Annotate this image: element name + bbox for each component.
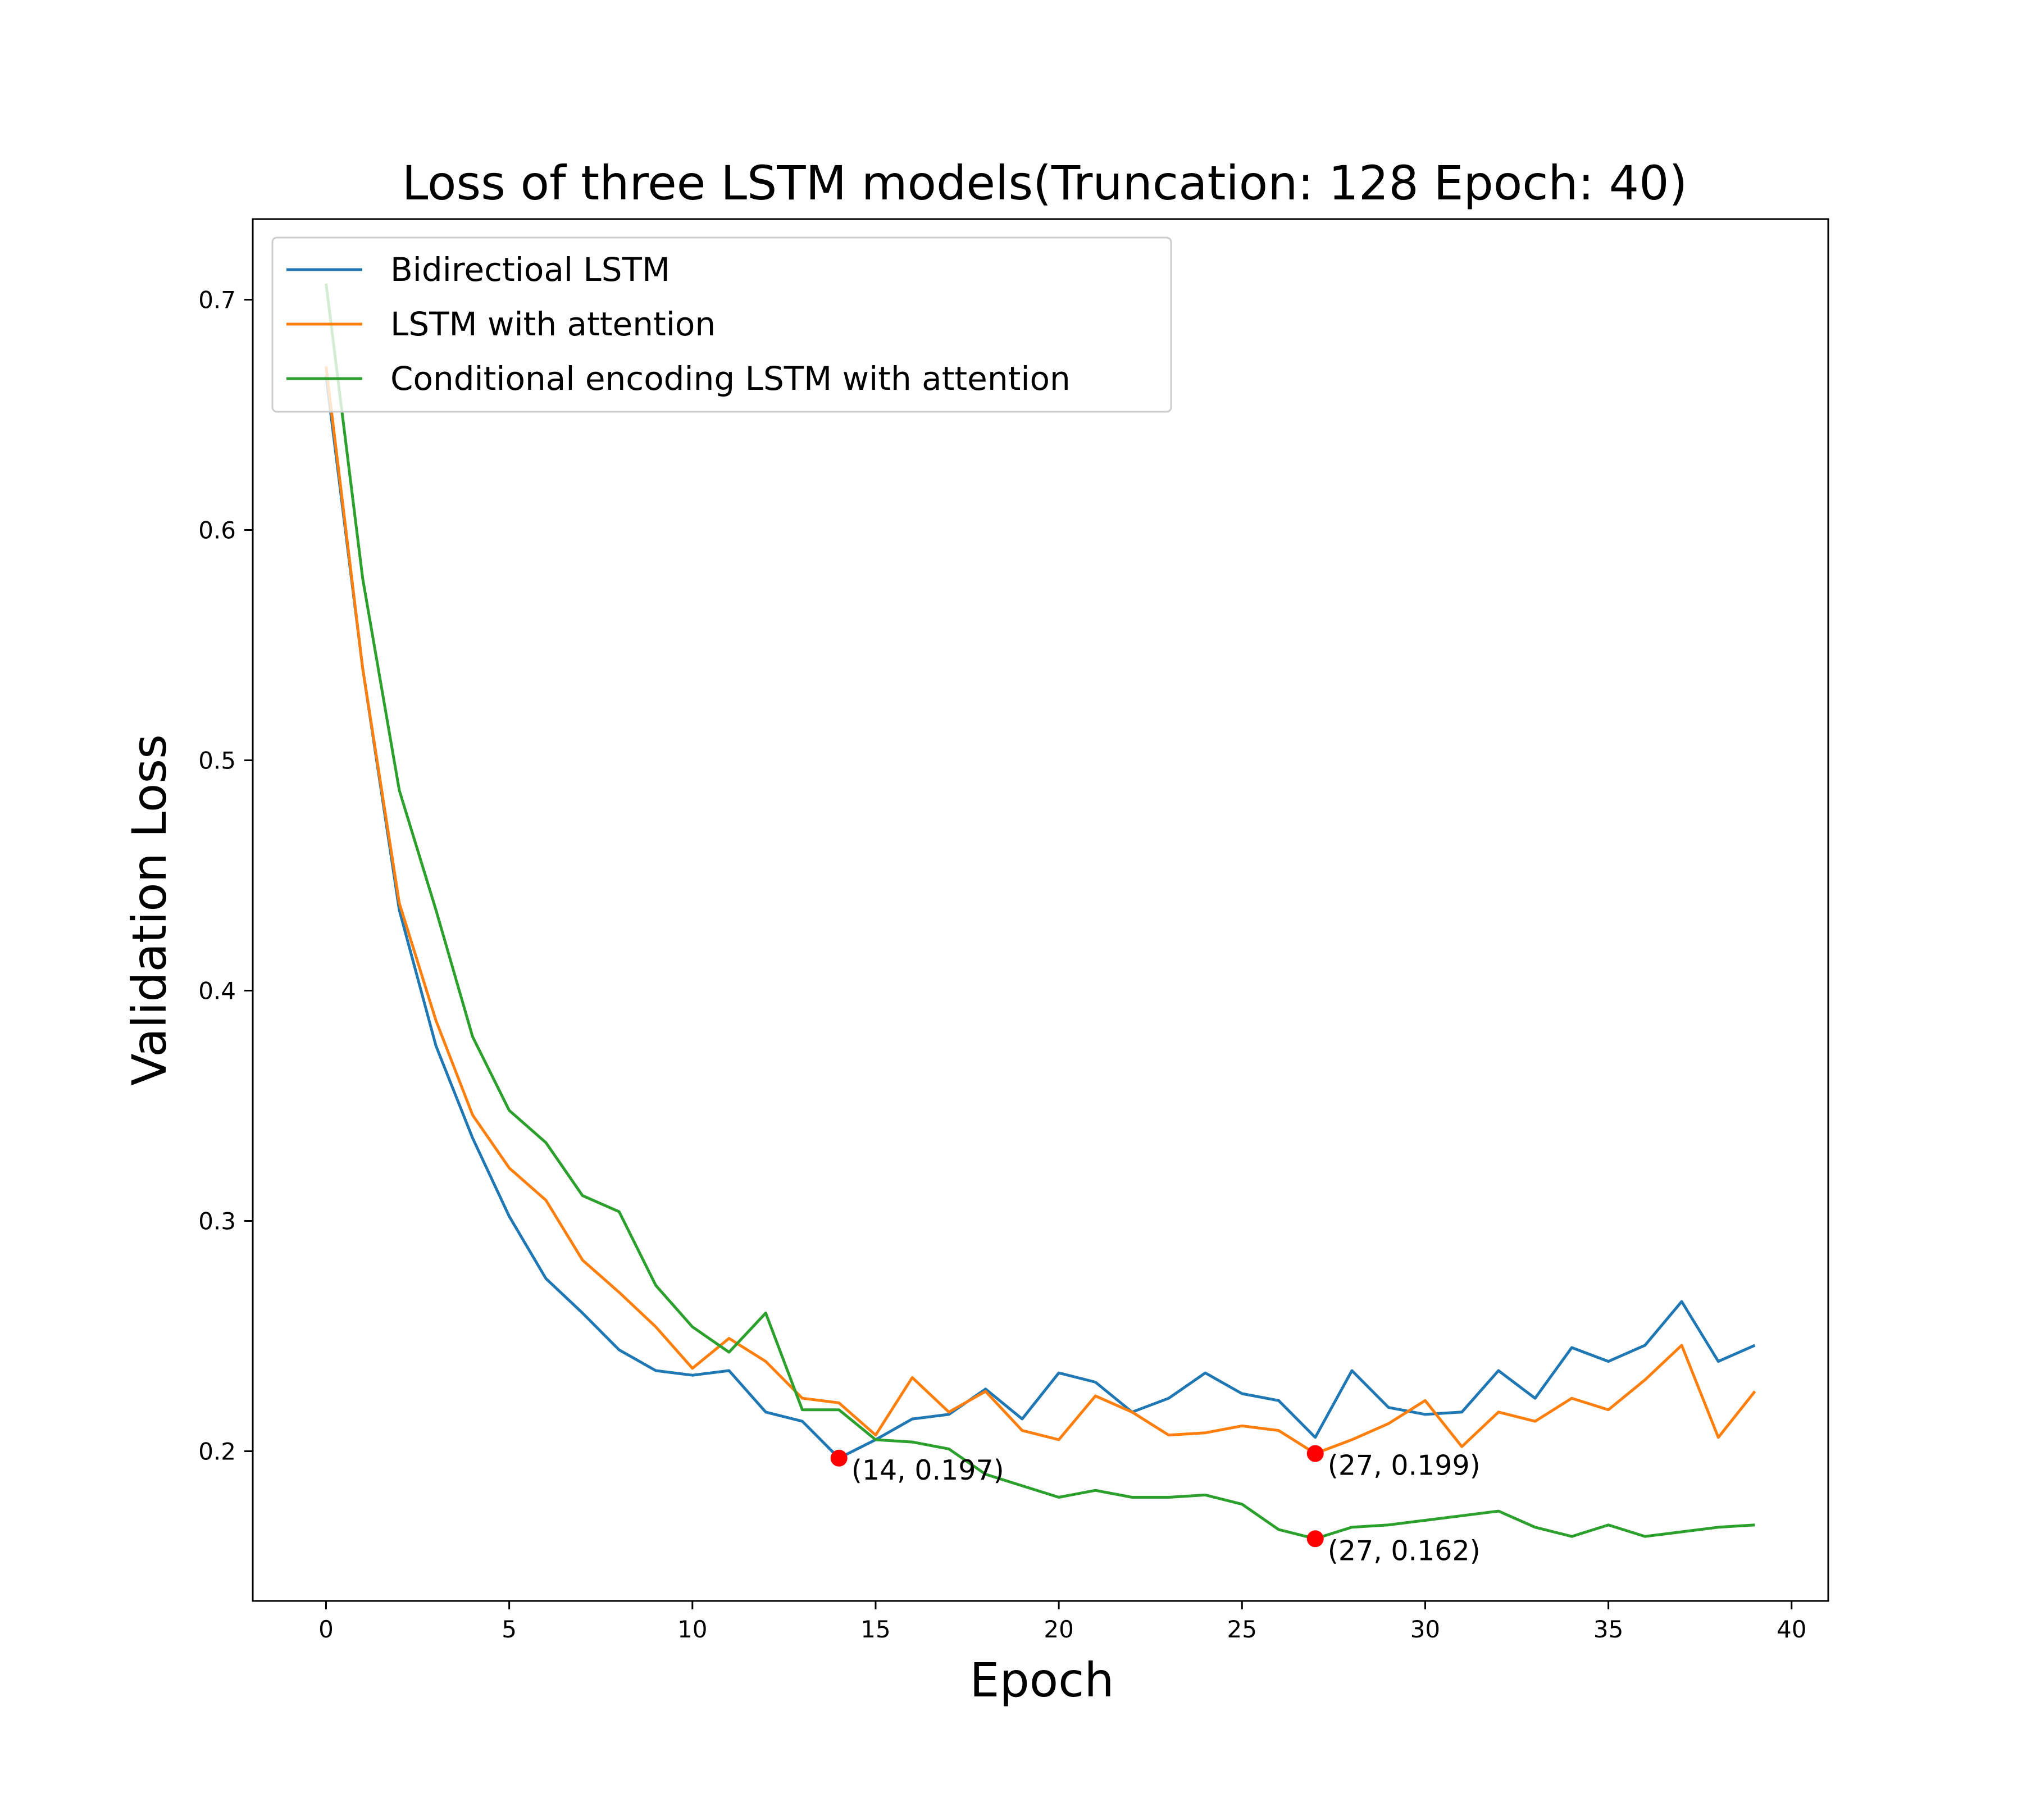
y-axis: 0.2 0.3 0.4 0.5 0.6 0.7 — [198, 286, 253, 1466]
x-tick-label: 10 — [677, 1616, 707, 1643]
x-tick-label: 40 — [1777, 1616, 1806, 1643]
x-tick-label: 30 — [1410, 1616, 1440, 1643]
y-tick-label: 0.7 — [198, 286, 236, 314]
y-tick-label: 0.2 — [198, 1438, 236, 1466]
legend-entry: Conditional encoding LSTM with attention — [390, 360, 1071, 398]
annotation-label: (27, 0.162) — [1328, 1535, 1481, 1567]
annotation-marker — [830, 1449, 848, 1467]
x-axis: 0 5 10 15 20 25 30 35 40 — [318, 1601, 1806, 1643]
legend-box — [271, 236, 1172, 413]
y-tick-label: 0.5 — [198, 747, 236, 775]
legend: Bidirectioal LSTM LSTM with attention Cond… — [271, 236, 1172, 413]
annotation-marker — [1306, 1530, 1324, 1548]
annotation-label: (14, 0.197) — [851, 1454, 1004, 1486]
y-axis-label: Validation Loss — [122, 734, 177, 1086]
legend-entry: Bidirectioal LSTM — [390, 251, 670, 289]
plot-frame — [252, 218, 1829, 1602]
y-tick-label: 0.3 — [198, 1208, 236, 1235]
plot-series — [325, 283, 1756, 1540]
series-line-3 — [325, 283, 1755, 1540]
chart-title: Loss of three LSTM models(Truncation: 12… — [402, 156, 1688, 211]
x-axis-label: Epoch — [969, 1653, 1114, 1708]
annotation-markers: (14, 0.197) (27, 0.199) (27, 0.162) — [830, 1445, 1481, 1567]
y-tick-label: 0.4 — [198, 977, 236, 1005]
x-tick-label: 5 — [502, 1616, 517, 1643]
y-tick-label: 0.6 — [198, 517, 236, 544]
legend-entry: LSTM with attention — [390, 305, 716, 343]
x-tick-label: 25 — [1227, 1616, 1257, 1643]
series-line-1 — [325, 375, 1756, 1460]
x-tick-label: 35 — [1593, 1616, 1623, 1643]
x-tick-label: 20 — [1044, 1616, 1073, 1643]
x-tick-label: 15 — [860, 1616, 890, 1643]
annotation-label: (27, 0.199) — [1328, 1450, 1481, 1482]
series-line-2 — [325, 366, 1756, 1455]
x-tick-label: 0 — [318, 1616, 334, 1643]
annotation-marker — [1306, 1445, 1324, 1462]
